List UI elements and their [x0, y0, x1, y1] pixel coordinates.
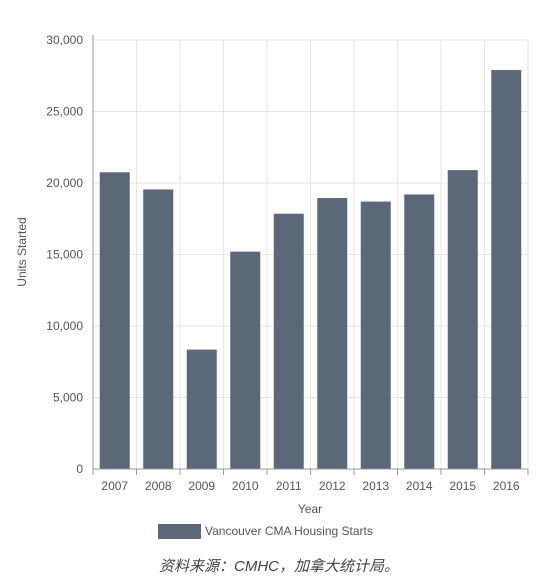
gridlines	[93, 39, 529, 469]
x-tick-label: 2011	[276, 479, 302, 493]
x-tick-label: 2014	[406, 479, 433, 493]
legend-label: Vancouver CMA Housing Starts	[205, 524, 373, 538]
y-tick-label: 25,000	[46, 105, 83, 119]
source-note: 资料来源：CMHC，加拿大统计局。	[159, 558, 399, 575]
x-axis-label: Year	[298, 502, 322, 516]
x-tick-label: 2008	[145, 479, 172, 493]
axes	[92, 35, 529, 475]
bar-2013[interactable]	[360, 201, 391, 469]
bar-2009[interactable]	[186, 349, 217, 469]
y-tick-labels: 0 5,000 10,000 15,000 20,000 25,000 30,000	[46, 33, 83, 476]
bar-2007[interactable]	[99, 172, 130, 469]
x-tick-labels: 2007 2008 2009 2010 2011 2012 2013 2014 2015 2016	[101, 479, 520, 493]
bar-2010[interactable]	[230, 251, 261, 469]
bars	[99, 70, 522, 469]
x-tick-label: 2016	[493, 479, 520, 493]
x-tick-label: 2010	[232, 479, 259, 493]
bar-2011[interactable]	[273, 213, 304, 469]
bar-2016[interactable]	[491, 70, 522, 469]
y-tick-label: 30,000	[46, 33, 83, 47]
y-tick-label: 10,000	[46, 319, 83, 333]
bar-2012[interactable]	[317, 198, 348, 469]
bar-2008[interactable]	[143, 189, 174, 469]
x-tick-label: 2013	[362, 479, 389, 493]
x-tick-label: 2007	[101, 479, 128, 493]
y-tick-label: 5,000	[53, 391, 83, 405]
bar-chart: 0 5,000 10,000 15,000 20,000 25,000 30,000 200…	[15, 33, 529, 516]
y-tick-label: 0	[76, 462, 83, 476]
x-tick-label: 2009	[188, 479, 215, 493]
legend-swatch	[158, 523, 201, 539]
x-tick-label: 2012	[319, 479, 346, 493]
y-tick-label: 20,000	[46, 176, 83, 190]
x-tick-label: 2015	[449, 479, 476, 493]
y-axis-label: Units Started	[15, 217, 29, 286]
bar-2015[interactable]	[447, 170, 478, 469]
bar-2014[interactable]	[404, 194, 435, 469]
y-tick-label: 15,000	[46, 248, 83, 262]
legend[interactable]: Vancouver CMA Housing Starts	[158, 522, 373, 540]
